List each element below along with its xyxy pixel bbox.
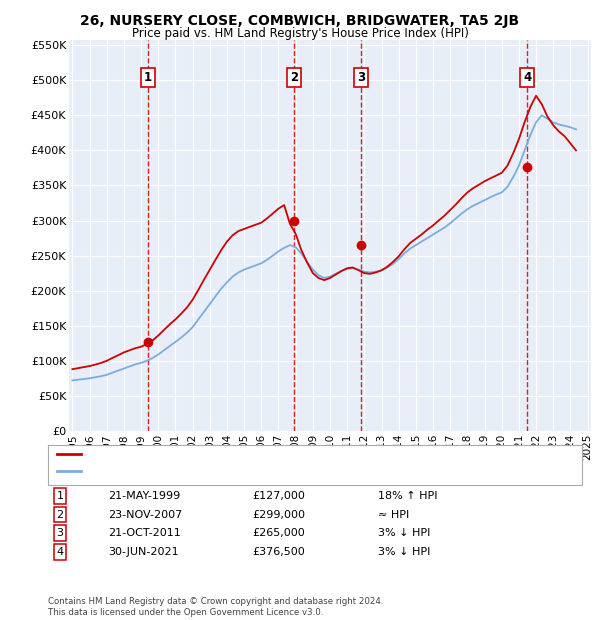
Text: 4: 4 <box>56 547 64 557</box>
Text: £127,000: £127,000 <box>252 491 305 501</box>
Text: 3: 3 <box>56 528 64 538</box>
Text: 21-MAY-1999: 21-MAY-1999 <box>108 491 180 501</box>
Text: £376,500: £376,500 <box>252 547 305 557</box>
Text: Price paid vs. HM Land Registry's House Price Index (HPI): Price paid vs. HM Land Registry's House … <box>131 27 469 40</box>
Text: 3% ↓ HPI: 3% ↓ HPI <box>378 547 430 557</box>
Text: 21-OCT-2011: 21-OCT-2011 <box>108 528 181 538</box>
Text: £299,000: £299,000 <box>252 510 305 520</box>
Text: HPI: Average price, detached house, Somerset: HPI: Average price, detached house, Some… <box>86 466 313 476</box>
Text: 26, NURSERY CLOSE, COMBWICH, BRIDGWATER, TA5 2JB: 26, NURSERY CLOSE, COMBWICH, BRIDGWATER,… <box>80 14 520 28</box>
Text: Contains HM Land Registry data © Crown copyright and database right 2024.
This d: Contains HM Land Registry data © Crown c… <box>48 598 383 617</box>
Text: 3% ↓ HPI: 3% ↓ HPI <box>378 528 430 538</box>
Text: 2: 2 <box>56 510 64 520</box>
Text: 30-JUN-2021: 30-JUN-2021 <box>108 547 179 557</box>
Text: 2: 2 <box>290 71 298 84</box>
Text: 4: 4 <box>523 71 532 84</box>
Text: 1: 1 <box>56 491 64 501</box>
Text: 26, NURSERY CLOSE, COMBWICH, BRIDGWATER, TA5 2JB (detached house): 26, NURSERY CLOSE, COMBWICH, BRIDGWATER,… <box>86 448 451 459</box>
Text: ≈ HPI: ≈ HPI <box>378 510 409 520</box>
Text: 1: 1 <box>144 71 152 84</box>
Text: 3: 3 <box>357 71 365 84</box>
Text: 18% ↑ HPI: 18% ↑ HPI <box>378 491 437 501</box>
Text: 23-NOV-2007: 23-NOV-2007 <box>108 510 182 520</box>
Text: £265,000: £265,000 <box>252 528 305 538</box>
